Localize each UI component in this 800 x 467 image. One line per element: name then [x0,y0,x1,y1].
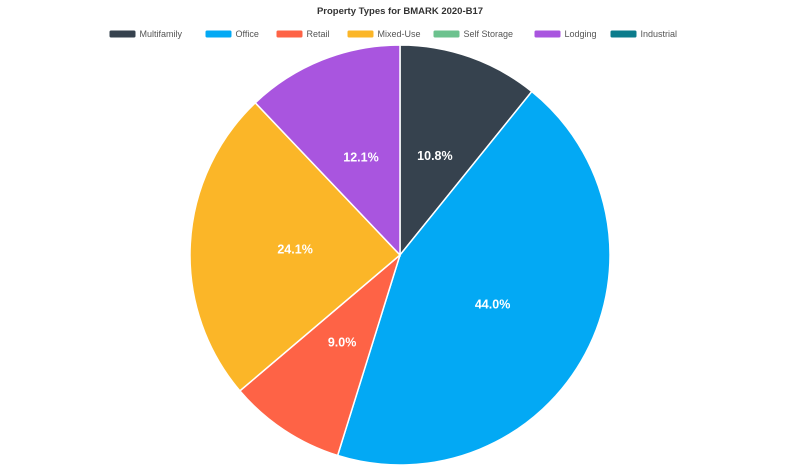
pie-slice-office[interactable] [336,90,611,466]
legend-swatch-mixed-use [347,30,374,38]
legend-item-multifamily[interactable]: Multifamily [109,29,183,39]
legend-swatch-multifamily [109,30,136,38]
slice-label-mixed-use: 24.1% [277,242,312,256]
legend-item-industrial[interactable]: Industrial [610,29,678,39]
pie-slice-lodging[interactable] [254,44,401,257]
legend: Multifamily Office Retail Mixed-Use Self Sto… [109,29,678,39]
pie-slice-retail[interactable] [238,252,402,457]
legend-swatch-lodging [534,30,561,38]
legend-swatch-office [205,30,232,38]
legend-swatch-self-storage [433,30,460,38]
legend-label-mixed-use: Mixed-Use [378,29,421,39]
slice-label-office: 44.0% [475,297,510,311]
legend-label-retail: Retail [307,29,330,39]
slice-labels: 10.8% 44.0% 9.0% 24.1% 12.1% [277,149,510,350]
legend-label-industrial: Industrial [641,29,678,39]
pie-slice-mixed-use[interactable] [189,101,402,392]
legend-item-office[interactable]: Office [205,29,259,39]
pie-slices [189,44,611,466]
legend-label-lodging: Lodging [565,29,597,39]
legend-swatch-industrial [610,30,637,38]
slice-label-lodging: 12.1% [343,151,378,165]
legend-label-office: Office [236,29,259,39]
legend-item-retail[interactable]: Retail [276,29,330,39]
chart-title: Property Types for BMARK 2020-B17 [317,6,483,17]
legend-item-mixed-use[interactable]: Mixed-Use [347,29,421,39]
slice-label-multifamily: 10.8% [417,149,452,163]
legend-item-self-storage[interactable]: Self Storage [433,29,514,39]
legend-label-self-storage: Self Storage [464,29,514,39]
legend-swatch-retail [276,30,303,38]
slice-label-retail: 9.0% [328,336,357,350]
pie-slice-multifamily[interactable] [399,44,533,258]
legend-item-lodging[interactable]: Lodging [534,29,597,39]
legend-label-multifamily: Multifamily [140,29,183,39]
